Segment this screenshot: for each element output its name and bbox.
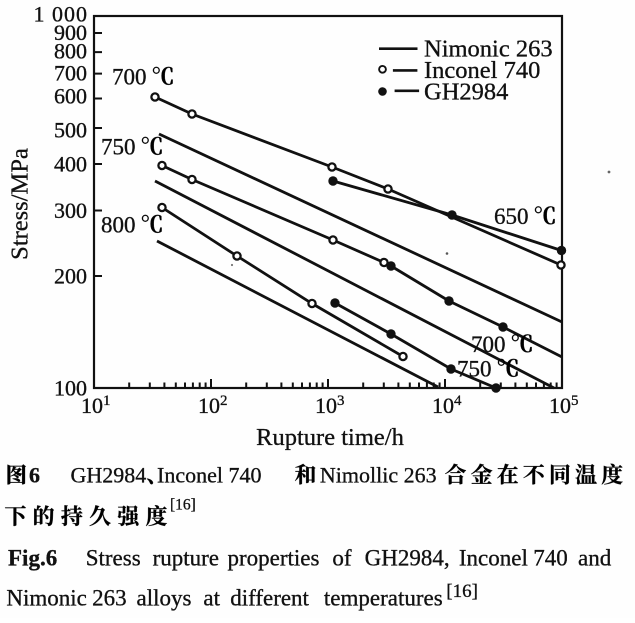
svg-text:1 000: 1 000 xyxy=(34,2,88,27)
svg-text:different: different xyxy=(230,586,309,611)
svg-text:[16]: [16] xyxy=(446,581,478,602)
svg-text:and: and xyxy=(578,546,612,571)
svg-text:400: 400 xyxy=(54,151,87,176)
svg-text:Rupture time/h: Rupture time/h xyxy=(256,424,404,451)
svg-text:at: at xyxy=(203,586,220,611)
svg-text:Nimollic 263: Nimollic 263 xyxy=(320,463,437,488)
svg-text:100: 100 xyxy=(54,375,87,400)
svg-text:200: 200 xyxy=(54,263,87,288)
svg-text:700: 700 xyxy=(471,332,506,357)
svg-text:GH2984: GH2984 xyxy=(424,79,508,106)
svg-text:300: 300 xyxy=(54,198,87,223)
svg-text:700: 700 xyxy=(112,65,147,90)
svg-text:alloys: alloys xyxy=(137,586,192,611)
svg-text:750: 750 xyxy=(101,135,136,160)
svg-text:Inconel 740: Inconel 740 xyxy=(157,463,261,488)
svg-text:6: 6 xyxy=(29,463,40,488)
svg-text:properties: properties xyxy=(228,546,320,571)
svg-text:GH2984: GH2984 xyxy=(71,463,147,488)
svg-text:500: 500 xyxy=(54,117,87,142)
svg-text:Inconel 740: Inconel 740 xyxy=(424,57,540,84)
svg-text:101: 101 xyxy=(81,393,111,418)
svg-text:Stress/MPa: Stress/MPa xyxy=(7,148,34,260)
svg-text:900: 900 xyxy=(54,20,87,45)
svg-text:Inconel: Inconel xyxy=(459,546,528,571)
svg-text:650: 650 xyxy=(494,204,529,229)
svg-text:rupture: rupture xyxy=(153,546,219,571)
svg-text:800: 800 xyxy=(54,38,87,63)
svg-text:105: 105 xyxy=(549,393,579,418)
svg-text:Nimonic 263: Nimonic 263 xyxy=(424,36,553,63)
svg-text:Nimonic: Nimonic xyxy=(6,586,87,611)
svg-text:750: 750 xyxy=(457,357,492,382)
svg-text:600: 600 xyxy=(54,83,87,108)
svg-text:temperatures: temperatures xyxy=(324,586,443,611)
svg-text:263: 263 xyxy=(92,586,127,611)
svg-text:[16]: [16] xyxy=(170,497,196,514)
svg-text:GH2984,: GH2984, xyxy=(365,546,450,571)
svg-text:of: of xyxy=(332,546,352,571)
svg-text:800: 800 xyxy=(101,213,136,238)
svg-text:700: 700 xyxy=(54,61,87,86)
svg-text:Fig.6: Fig.6 xyxy=(8,546,57,571)
svg-text:740: 740 xyxy=(533,546,568,571)
svg-text:Stress: Stress xyxy=(86,546,141,571)
